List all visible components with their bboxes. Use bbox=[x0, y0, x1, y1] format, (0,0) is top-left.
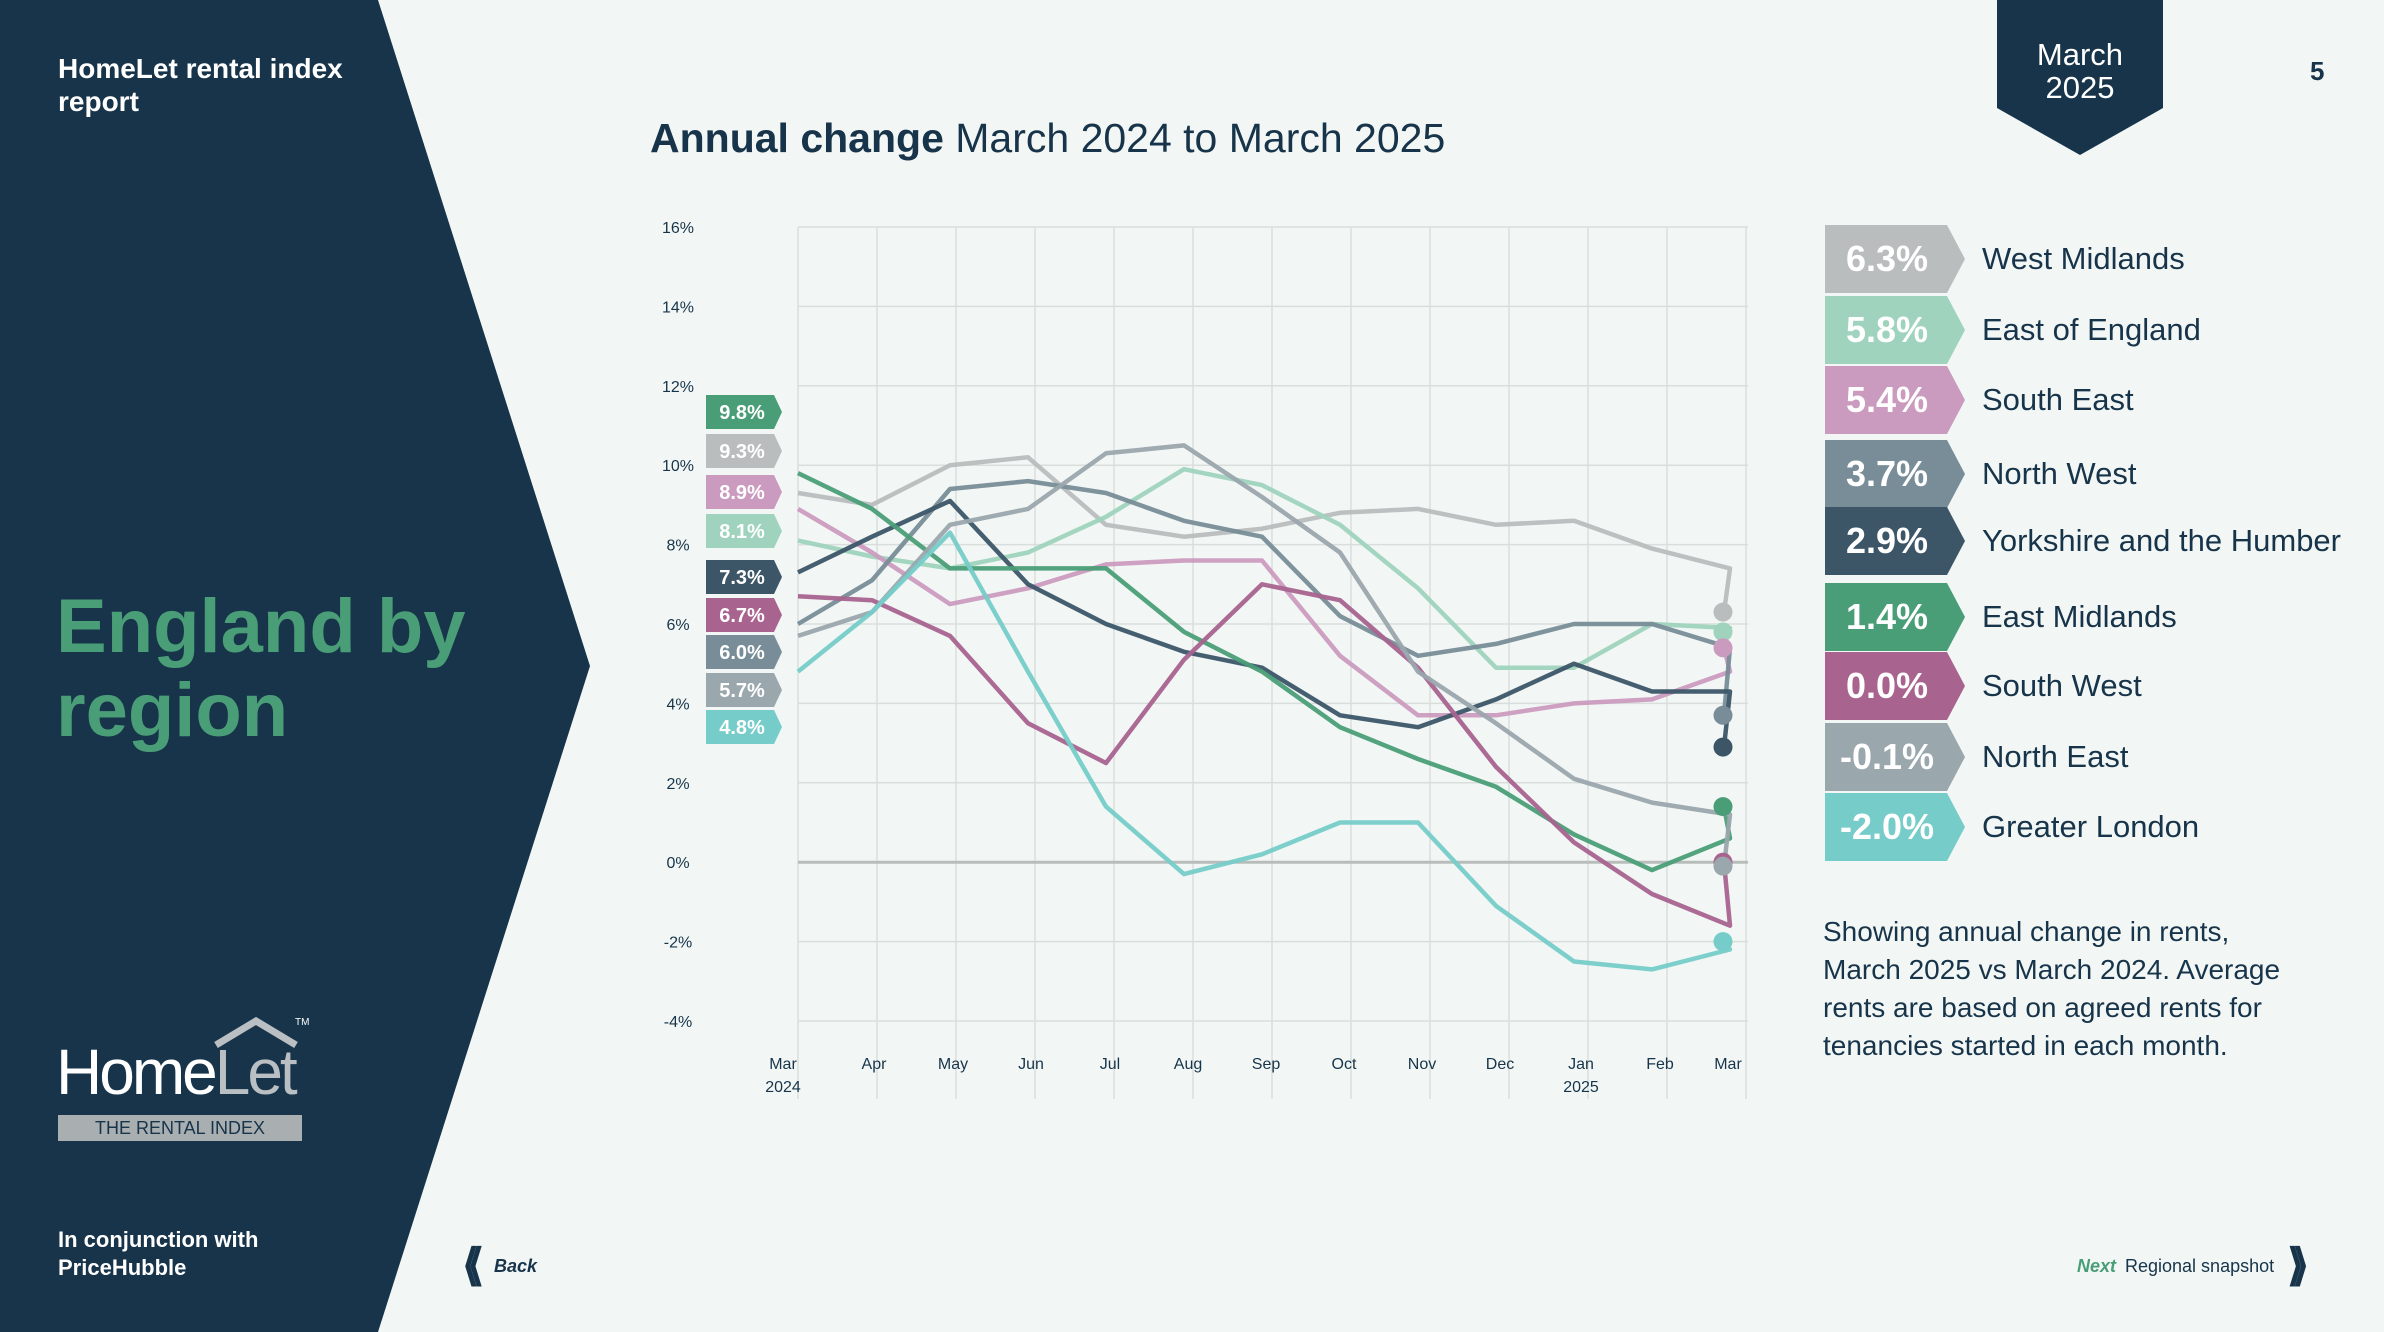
x-tick-sublabel: 2024 bbox=[765, 1079, 801, 1096]
series-end-marker bbox=[1714, 857, 1733, 876]
legend-item: 3.7% North West bbox=[1825, 440, 2365, 508]
start-value-label: 5.7% bbox=[719, 680, 765, 702]
logo-subtitle: THE RENTAL INDEX bbox=[58, 1115, 302, 1141]
page-number: 5 bbox=[2310, 56, 2324, 87]
legend-item: 2.9% Yorkshire and the Humber bbox=[1825, 507, 2365, 575]
legend-region-name: East Midlands bbox=[1982, 583, 2177, 651]
y-tick-label: 2% bbox=[666, 776, 689, 793]
line-chart: 16% 14% 12% 10% 8% 6% 4% 2% 0% -2% -4% Mar 2024 Apr Ma… bbox=[630, 200, 1760, 1120]
logo-wordmark: HomeLet bbox=[56, 1035, 295, 1109]
series-line bbox=[798, 457, 1730, 612]
y-tick-label: -2% bbox=[664, 935, 692, 952]
y-tick-label: 10% bbox=[662, 458, 694, 475]
start-value-label: 9.8% bbox=[719, 402, 765, 424]
x-tick-sublabel: 2025 bbox=[1563, 1079, 1599, 1096]
back-label: Back bbox=[494, 1246, 537, 1286]
legend-item: 0.0% South West bbox=[1825, 652, 2365, 720]
legend-item: 5.4% South East bbox=[1825, 366, 2365, 434]
legend-region-name: Greater London bbox=[1982, 793, 2199, 861]
legend-value: -2.0% bbox=[1825, 793, 1949, 861]
badge-year: 2025 bbox=[1997, 71, 2163, 104]
x-tick-label: Jul bbox=[1100, 1056, 1120, 1073]
legend-value: 5.8% bbox=[1825, 296, 1949, 364]
legend-value: 3.7% bbox=[1825, 440, 1949, 508]
chart-title-rest: March 2024 to March 2025 bbox=[944, 115, 1445, 161]
legend-region-name: South East bbox=[1982, 366, 2134, 434]
badge-month: March bbox=[1997, 38, 2163, 71]
series-end-marker bbox=[1714, 932, 1733, 951]
logo-home: Home bbox=[56, 1036, 215, 1108]
legend-item: 5.8% East of England bbox=[1825, 296, 2365, 364]
y-tick-label: 8% bbox=[666, 538, 689, 555]
partner-credit: In conjunction with PriceHubble bbox=[58, 1226, 308, 1282]
legend-value: 1.4% bbox=[1825, 583, 1949, 651]
start-value-label: 6.0% bbox=[719, 642, 765, 664]
section-headline: England by region bbox=[56, 585, 476, 753]
chevron-left-icon: ⟨⟨ bbox=[462, 1246, 472, 1286]
legend-item: -0.1% North East bbox=[1825, 723, 2365, 791]
start-value-label: 9.3% bbox=[719, 441, 765, 463]
y-tick-label: 4% bbox=[666, 696, 689, 713]
legend-region-name: Yorkshire and the Humber bbox=[1982, 507, 2341, 575]
series-end-marker bbox=[1714, 706, 1733, 725]
y-tick-label: 14% bbox=[662, 299, 694, 316]
legend-region-name: West Midlands bbox=[1982, 225, 2185, 293]
next-button[interactable]: Next Regional snapshot ⟩⟩ bbox=[2077, 1246, 2327, 1286]
start-value-label: 4.8% bbox=[719, 717, 765, 739]
series-end-marker bbox=[1714, 797, 1733, 816]
report-brand: HomeLet rental index report bbox=[58, 52, 358, 118]
legend-value: 0.0% bbox=[1825, 652, 1949, 720]
y-tick-label: -4% bbox=[664, 1014, 692, 1031]
x-tick-label: Mar bbox=[769, 1056, 797, 1073]
legend-item: 1.4% East Midlands bbox=[1825, 583, 2365, 651]
sidebar: HomeLet rental index report England by r… bbox=[0, 0, 600, 1332]
start-value-label: 8.9% bbox=[719, 482, 765, 504]
x-tick-label: Jan bbox=[1568, 1056, 1594, 1073]
x-tick-label: Feb bbox=[1646, 1056, 1674, 1073]
x-tick-label: May bbox=[938, 1056, 968, 1073]
date-badge: March 2025 bbox=[1997, 0, 2163, 155]
legend-value: -0.1% bbox=[1825, 723, 1949, 791]
legend-region-name: South West bbox=[1982, 652, 2142, 720]
series-end-marker bbox=[1714, 603, 1733, 622]
start-value-label: 8.1% bbox=[719, 521, 765, 543]
chart-title: Annual change March 2024 to March 2025 bbox=[650, 115, 1445, 162]
legend-value: 5.4% bbox=[1825, 366, 1949, 434]
x-tick-label: Nov bbox=[1408, 1056, 1436, 1073]
legend-item: -2.0% Greater London bbox=[1825, 793, 2365, 861]
x-tick-label: Dec bbox=[1486, 1056, 1514, 1073]
series-end-marker bbox=[1714, 738, 1733, 757]
chart-note: Showing annual change in rents, March 20… bbox=[1823, 913, 2293, 1065]
y-tick-label: 16% bbox=[662, 220, 694, 237]
start-value-label: 6.7% bbox=[719, 605, 765, 627]
badge-text: March 2025 bbox=[1997, 38, 2163, 104]
chevron-right-icon: ⟩⟩ bbox=[2287, 1246, 2297, 1286]
legend-value: 2.9% bbox=[1825, 507, 1949, 575]
x-tick-label: Apr bbox=[862, 1056, 888, 1073]
y-tick-label: 6% bbox=[666, 617, 689, 634]
legend-region-name: North East bbox=[1982, 723, 2128, 791]
x-tick-label: Sep bbox=[1252, 1056, 1281, 1073]
y-tick-label: 12% bbox=[662, 379, 694, 396]
x-tick-label: Mar bbox=[1714, 1056, 1742, 1073]
x-tick-label: Jun bbox=[1018, 1056, 1044, 1073]
start-value-label: 7.3% bbox=[719, 567, 765, 589]
legend-region-name: North West bbox=[1982, 440, 2136, 508]
next-target-label: Regional snapshot bbox=[2125, 1246, 2274, 1286]
trademark: TM bbox=[295, 1017, 309, 1028]
series-end-marker bbox=[1714, 638, 1733, 657]
chart-title-bold: Annual change bbox=[650, 115, 944, 161]
series-line bbox=[798, 584, 1730, 925]
logo-let: Let bbox=[215, 1036, 295, 1108]
legend-region-name: East of England bbox=[1982, 296, 2201, 364]
legend-value: 6.3% bbox=[1825, 225, 1949, 293]
x-tick-label: Aug bbox=[1174, 1056, 1202, 1073]
homelet-logo: TM HomeLet THE RENTAL INDEX bbox=[56, 1015, 316, 1145]
next-label: Next bbox=[2077, 1246, 2116, 1286]
legend-item: 6.3% West Midlands bbox=[1825, 225, 2365, 293]
x-tick-label: Oct bbox=[1332, 1056, 1357, 1073]
y-tick-label: 0% bbox=[666, 855, 689, 872]
